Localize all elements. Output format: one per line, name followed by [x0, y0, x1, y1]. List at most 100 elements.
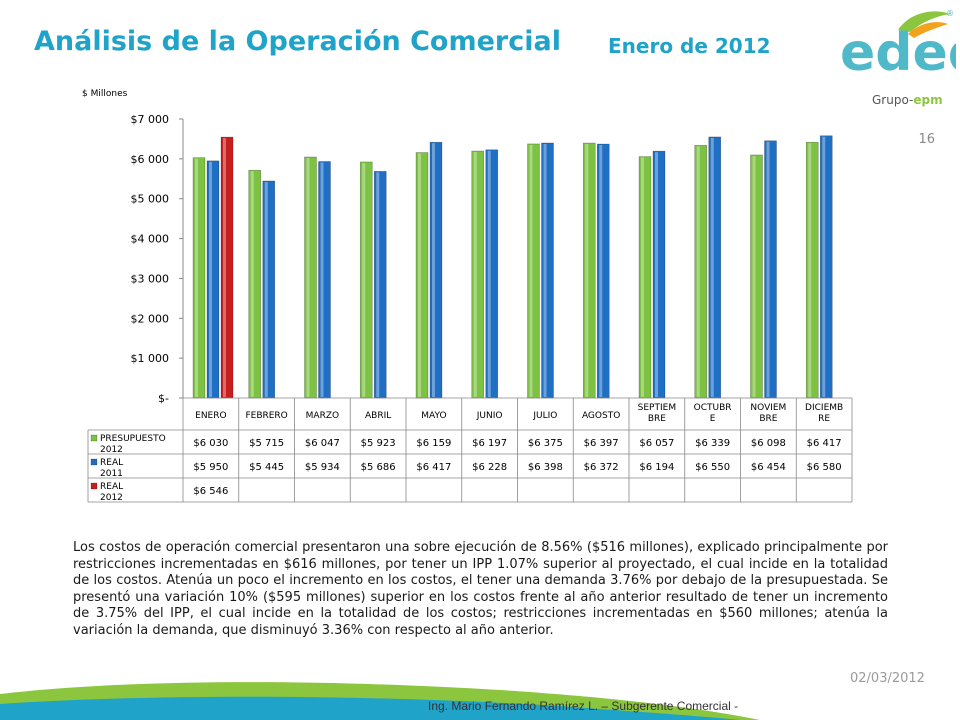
- x-tick-label: JULIO: [532, 411, 557, 421]
- svg-text:Grupo-epm: Grupo-epm: [872, 93, 943, 107]
- x-tick-label: FEBRERO: [245, 411, 287, 421]
- y-tick-label: $2 000: [131, 312, 170, 325]
- data-label: $6 047: [305, 438, 340, 449]
- bar-real-2011: [262, 180, 276, 399]
- bar-chart: $- $1 000 $2 000 $3 000 $4 000 $5 000 $6 000 $7…: [87, 113, 853, 503]
- footer-date: 02/03/2012: [850, 671, 925, 686]
- x-tick-label: ABRIL: [365, 411, 391, 421]
- logo-wordmark: edeq: [840, 23, 956, 83]
- data-label: $6 550: [695, 462, 730, 473]
- page-subtitle: Enero de 2012: [608, 34, 771, 58]
- x-tick-label: OCTUBR E: [694, 403, 732, 424]
- bar-highlight: [641, 157, 644, 397]
- data-label: $5 686: [361, 462, 396, 473]
- registered-mark: ®: [946, 9, 954, 18]
- data-label: $6 197: [472, 438, 507, 449]
- data-label: $6 030: [193, 438, 228, 449]
- bar-real-2011: [429, 141, 443, 399]
- data-label: $6 057: [639, 438, 674, 449]
- footer-swoosh: [0, 682, 760, 720]
- bar-real-2011: [541, 142, 554, 399]
- bar-real-2011: [708, 136, 722, 399]
- y-tick-label: $-: [158, 392, 169, 405]
- bar-presupuesto-2012: [359, 161, 373, 399]
- data-label: $6 580: [807, 462, 842, 473]
- x-tick-label: MAYO: [421, 411, 446, 421]
- bar-highlight: [432, 143, 435, 397]
- legend-entry: REAL 2011: [100, 458, 123, 479]
- y-tick-label: $4 000: [131, 233, 170, 246]
- bar-presupuesto-2012: [805, 141, 819, 399]
- data-label: $6 417: [807, 438, 842, 449]
- analysis-paragraph: Los costos de operación comercial presen…: [73, 540, 888, 638]
- bar-highlight: [752, 155, 756, 397]
- bar-presupuesto-2012: [304, 156, 317, 399]
- bar-real-2011: [485, 149, 499, 399]
- bar-highlight: [822, 136, 826, 398]
- bar-highlight: [808, 143, 812, 397]
- x-tick-label: AGOSTO: [582, 411, 620, 421]
- page-number: 16: [918, 132, 935, 147]
- y-tick-label: $5 000: [131, 193, 170, 206]
- legend-entry: REAL 2012: [100, 482, 123, 503]
- edeq-logo: edeq ® Grupo-epm: [840, 9, 956, 107]
- legend-key-0: [90, 434, 98, 442]
- bar-real-2011: [206, 160, 220, 399]
- data-label: $6 194: [639, 462, 674, 473]
- bar-highlight: [655, 152, 658, 397]
- bar-highlight: [195, 158, 198, 397]
- bar-highlight: [487, 150, 491, 397]
- bar-highlight: [209, 161, 212, 397]
- y-tick-label: $6 000: [131, 153, 170, 166]
- bar-presupuesto-2012: [582, 142, 596, 399]
- data-label: $6 375: [528, 438, 563, 449]
- bar-presupuesto-2012: [471, 150, 485, 399]
- data-label: $5 934: [305, 462, 340, 473]
- group-prefix: Grupo-: [872, 93, 913, 107]
- bar-presupuesto-2012: [248, 169, 262, 399]
- data-label: $5 950: [193, 462, 228, 473]
- data-label: $6 228: [472, 462, 507, 473]
- data-label: $5 715: [249, 438, 284, 449]
- footer-author: Ing. Mario Fernando Ramírez L. – Subgere…: [428, 699, 739, 713]
- bar-highlight: [320, 162, 324, 397]
- bar-highlight: [710, 137, 714, 397]
- data-label: $6 398: [528, 462, 563, 473]
- bar-highlight: [250, 171, 254, 397]
- bar-highlight: [223, 138, 226, 397]
- legend-entry: PRESUPUESTO 2012: [100, 434, 166, 455]
- data-label: $5 445: [249, 462, 284, 473]
- y-tick-label: $3 000: [131, 272, 170, 285]
- x-tick-label: NOVIEM BRE: [750, 403, 786, 424]
- data-label: $6 339: [695, 438, 730, 449]
- data-label: $6 397: [584, 438, 619, 449]
- data-label: $6 372: [584, 462, 619, 473]
- bar-presupuesto-2012: [415, 152, 429, 399]
- legend-key-2: [90, 482, 98, 490]
- bar-highlight: [473, 152, 477, 397]
- bar-presupuesto-2012: [527, 143, 540, 399]
- data-label: $5 923: [361, 438, 396, 449]
- bar-highlight: [696, 146, 700, 397]
- bar-highlight: [264, 181, 268, 397]
- bar-real-2011: [819, 135, 833, 399]
- bar-real-2011: [596, 143, 610, 399]
- x-tick-label: MARZO: [306, 411, 339, 421]
- data-label: $6 159: [416, 438, 451, 449]
- bar-highlight: [362, 162, 366, 397]
- bar-highlight: [376, 172, 380, 397]
- bar-real-2011: [318, 161, 331, 399]
- data-label: $6 098: [751, 438, 786, 449]
- legend-key-1: [90, 458, 98, 466]
- data-label: $6 454: [751, 462, 786, 473]
- bar-presupuesto-2012: [638, 156, 652, 399]
- y-tick-label: $7 000: [131, 113, 170, 126]
- bar-presupuesto-2012: [192, 157, 206, 399]
- bar-highlight: [585, 144, 589, 397]
- x-tick-label: JUNIO: [476, 411, 503, 421]
- bar-highlight: [306, 157, 310, 397]
- bar-highlight: [418, 153, 421, 397]
- x-tick-label: SEPTIEM BRE: [638, 403, 676, 424]
- x-tick-label: DICIEMB RE: [805, 403, 843, 424]
- bar-real-2012: [220, 136, 234, 399]
